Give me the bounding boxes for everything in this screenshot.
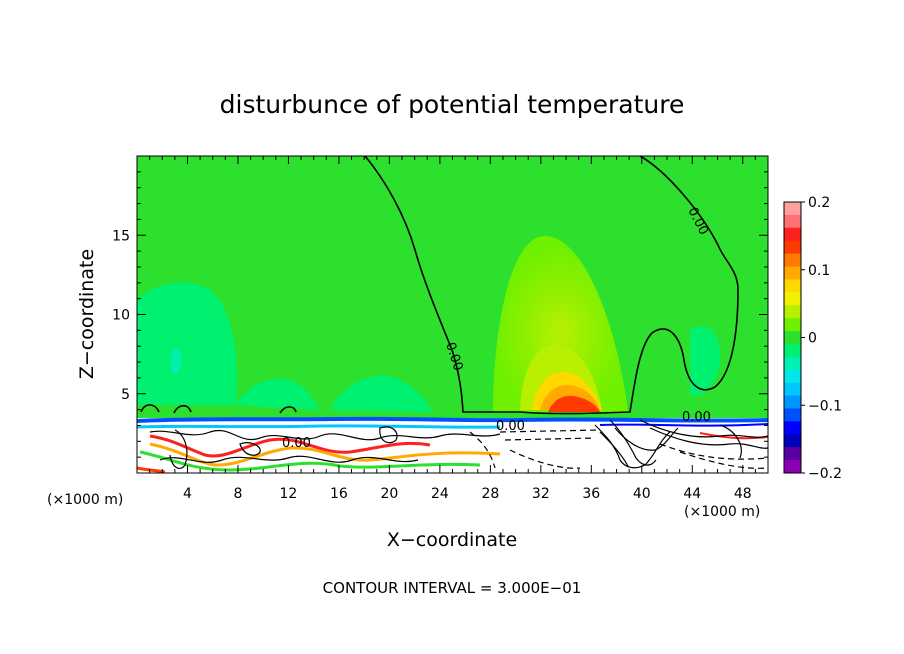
cool-region-left: [137, 282, 237, 405]
x-tick-label: 32: [532, 486, 550, 502]
surface-contours: [149, 419, 768, 469]
contour-label: 0.00: [682, 410, 711, 425]
cool-region-right: [690, 326, 721, 395]
zero-contour-small-left2: [173, 404, 192, 414]
colorbar-tick-label: 0.1: [808, 263, 830, 279]
zero-contour-main: [364, 156, 739, 415]
contour-label: 0.00: [496, 419, 525, 434]
chart-title: disturbunce of potential temperature: [220, 90, 685, 119]
colorbar-swatch: [784, 305, 801, 319]
colorbar-tick-label: 0: [808, 331, 817, 347]
colorbar-swatch: [784, 421, 801, 435]
x-tick-label: 16: [330, 486, 348, 502]
colorbar-swatch: [784, 279, 801, 293]
zero-contour-small-mid: [279, 406, 297, 414]
colorbar-swatch: [784, 331, 801, 345]
y-tick-label: 15: [112, 228, 130, 244]
contour-label: 0.00: [282, 436, 311, 451]
x-tick-label: 40: [633, 486, 651, 502]
colorbar-tick-label: 0.2: [808, 195, 830, 211]
colorbar-swatch: [784, 408, 801, 422]
colorbar-swatch: [784, 395, 801, 409]
colorbar-ticks: 0.2 0.1 0 −0.1 −0.2: [801, 195, 842, 482]
surface-band-cyan: [137, 424, 501, 429]
x-tick-label: 20: [380, 486, 398, 502]
colorbar: [783, 201, 802, 474]
contour-interval-note: CONTOUR INTERVAL = 3.000E−01: [323, 579, 582, 597]
x-tick-label: 36: [582, 486, 600, 502]
x-axis-label: X−coordinate: [387, 529, 517, 551]
warm-region: [493, 236, 628, 412]
surface-band-blue: [137, 416, 768, 423]
x-tick-label: 4: [183, 486, 192, 502]
zero-contour-small-left: [140, 404, 160, 413]
y-tick-label: 5: [121, 387, 130, 403]
y-axis: 5 10 15: [112, 171, 768, 458]
cool-region-mid: [236, 378, 318, 410]
colorbar-swatch: [784, 343, 801, 358]
colorbar-swatch: [784, 253, 801, 268]
x-tick-label: 48: [734, 486, 752, 502]
plot-area: 0.00 0.00 0.00 0.00 0.00: [137, 156, 768, 473]
cool-region-left-inner: [171, 348, 182, 375]
x-tick-label: 8: [233, 486, 242, 502]
colorbar-swatch: [784, 292, 801, 306]
colorbar-swatch: [784, 202, 801, 216]
warm-region-peak: [548, 395, 600, 412]
colorbar-tick-label: −0.1: [808, 398, 842, 414]
colorbar-swatch: [784, 318, 801, 332]
cool-region-mid2: [330, 375, 432, 412]
colorbar-swatch: [784, 356, 801, 371]
colorbar-swatch: [784, 240, 801, 255]
colorbar-tick-label: −0.2: [808, 466, 842, 482]
colorbar-swatch: [784, 266, 801, 280]
colorbar-swatch: [784, 227, 801, 242]
x-tick-label: 44: [683, 486, 701, 502]
colorbar-swatch: [784, 460, 801, 474]
y-axis-label: Z−coordinate: [76, 249, 98, 379]
surface-band-red: [149, 434, 431, 458]
colorbar-swatch: [784, 434, 801, 448]
x-tick-label: 12: [280, 486, 298, 502]
colorbar-swatch: [784, 214, 801, 229]
x-axis: 4 8 12 16 20 24 28 32 36 40 44 48: [149, 156, 756, 502]
x-unit-left: (×1000 m): [47, 492, 123, 508]
colorbar-swatch: [784, 369, 801, 384]
x-unit-right: (×1000 m): [684, 504, 760, 520]
x-tick-label: 28: [481, 486, 499, 502]
x-tick-label: 24: [431, 486, 449, 502]
y-tick-label: 10: [112, 308, 130, 324]
colorbar-swatch: [784, 447, 801, 461]
colorbar-swatch: [784, 382, 801, 397]
